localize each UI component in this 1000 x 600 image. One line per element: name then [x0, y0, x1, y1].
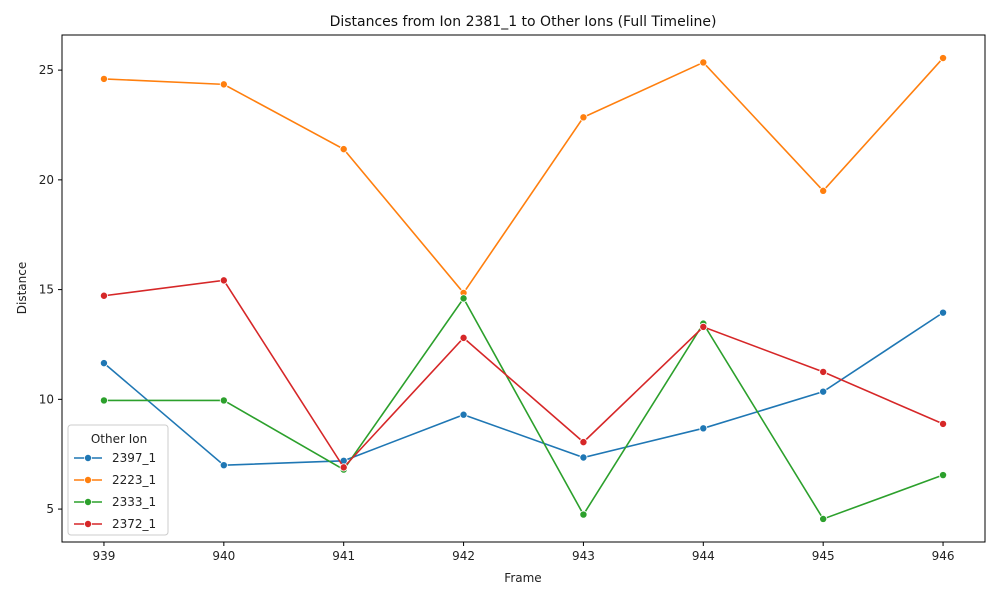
legend-item: 2223_1	[74, 473, 156, 487]
series-2223_1	[99, 54, 948, 297]
x-tick-label: 943	[572, 549, 595, 563]
x-tick-label: 942	[452, 549, 475, 563]
y-tick-label: 10	[39, 392, 54, 406]
chart-title: Distances from Ion 2381_1 to Other Ions …	[330, 14, 717, 30]
legend: Other Ion 2397_1 2223_1 2333_1 2372_1	[67, 424, 169, 536]
data-point	[339, 145, 348, 154]
y-tick-label: 15	[39, 283, 54, 297]
legend-label: 2333_1	[112, 495, 156, 509]
x-tick-label: 941	[332, 549, 355, 563]
x-tick-label: 939	[93, 549, 116, 563]
legend-box	[67, 424, 169, 536]
x-axis-ticks: 939 940 941 942 943 944 945 946	[93, 542, 955, 563]
legend-items: 2397_1 2223_1 2333_1 2372_1	[74, 451, 156, 531]
data-point	[459, 410, 468, 419]
legend-marker	[84, 475, 93, 484]
data-point	[579, 510, 588, 519]
legend-marker	[84, 497, 93, 506]
legend-item: 2333_1	[74, 495, 156, 509]
data-point	[99, 396, 108, 405]
y-tick-label: 20	[39, 173, 54, 187]
data-point	[819, 387, 828, 396]
legend-label: 2372_1	[112, 517, 156, 531]
series-2333_1	[99, 294, 948, 523]
data-point	[939, 308, 948, 317]
data-point	[99, 74, 108, 83]
data-point	[459, 294, 468, 303]
series-line	[103, 296, 944, 520]
data-point	[939, 471, 948, 480]
data-point	[819, 367, 828, 376]
x-tick-label: 940	[212, 549, 235, 563]
legend-item: 2372_1	[74, 517, 156, 531]
data-point	[939, 54, 948, 63]
legend-marker	[84, 520, 93, 529]
data-point	[339, 463, 348, 472]
legend-marker	[84, 453, 93, 462]
data-point	[99, 291, 108, 300]
data-point	[219, 461, 228, 470]
series-2372_1	[99, 276, 948, 472]
x-axis-label: Frame	[504, 571, 541, 585]
data-point	[99, 359, 108, 368]
data-point	[579, 453, 588, 462]
legend-label: 2223_1	[112, 473, 156, 487]
data-point	[219, 396, 228, 405]
x-tick-label: 946	[932, 549, 955, 563]
data-point	[819, 186, 828, 195]
series-line	[103, 311, 944, 466]
data-point	[699, 322, 708, 331]
plot-frame	[61, 34, 986, 543]
series-line	[103, 57, 944, 295]
legend-title: Other Ion	[91, 432, 147, 446]
x-tick-label: 945	[812, 549, 835, 563]
legend-label: 2397_1	[112, 451, 156, 465]
data-point	[819, 514, 828, 523]
y-axis-label: Distance	[15, 262, 29, 314]
series-line	[103, 279, 944, 469]
data-point	[699, 58, 708, 67]
legend-item: 2397_1	[74, 451, 156, 465]
data-point	[459, 333, 468, 342]
data-point	[939, 419, 948, 428]
data-point	[219, 276, 228, 285]
y-axis-ticks: 5 10 15 20 25	[39, 63, 62, 516]
data-point	[219, 80, 228, 89]
y-tick-label: 25	[39, 63, 54, 77]
data-point	[699, 424, 708, 433]
plot-area	[99, 54, 948, 523]
x-tick-label: 944	[692, 549, 715, 563]
data-point	[579, 113, 588, 122]
series-2397_1	[99, 308, 948, 470]
data-point	[579, 438, 588, 447]
y-tick-label: 5	[46, 502, 54, 516]
